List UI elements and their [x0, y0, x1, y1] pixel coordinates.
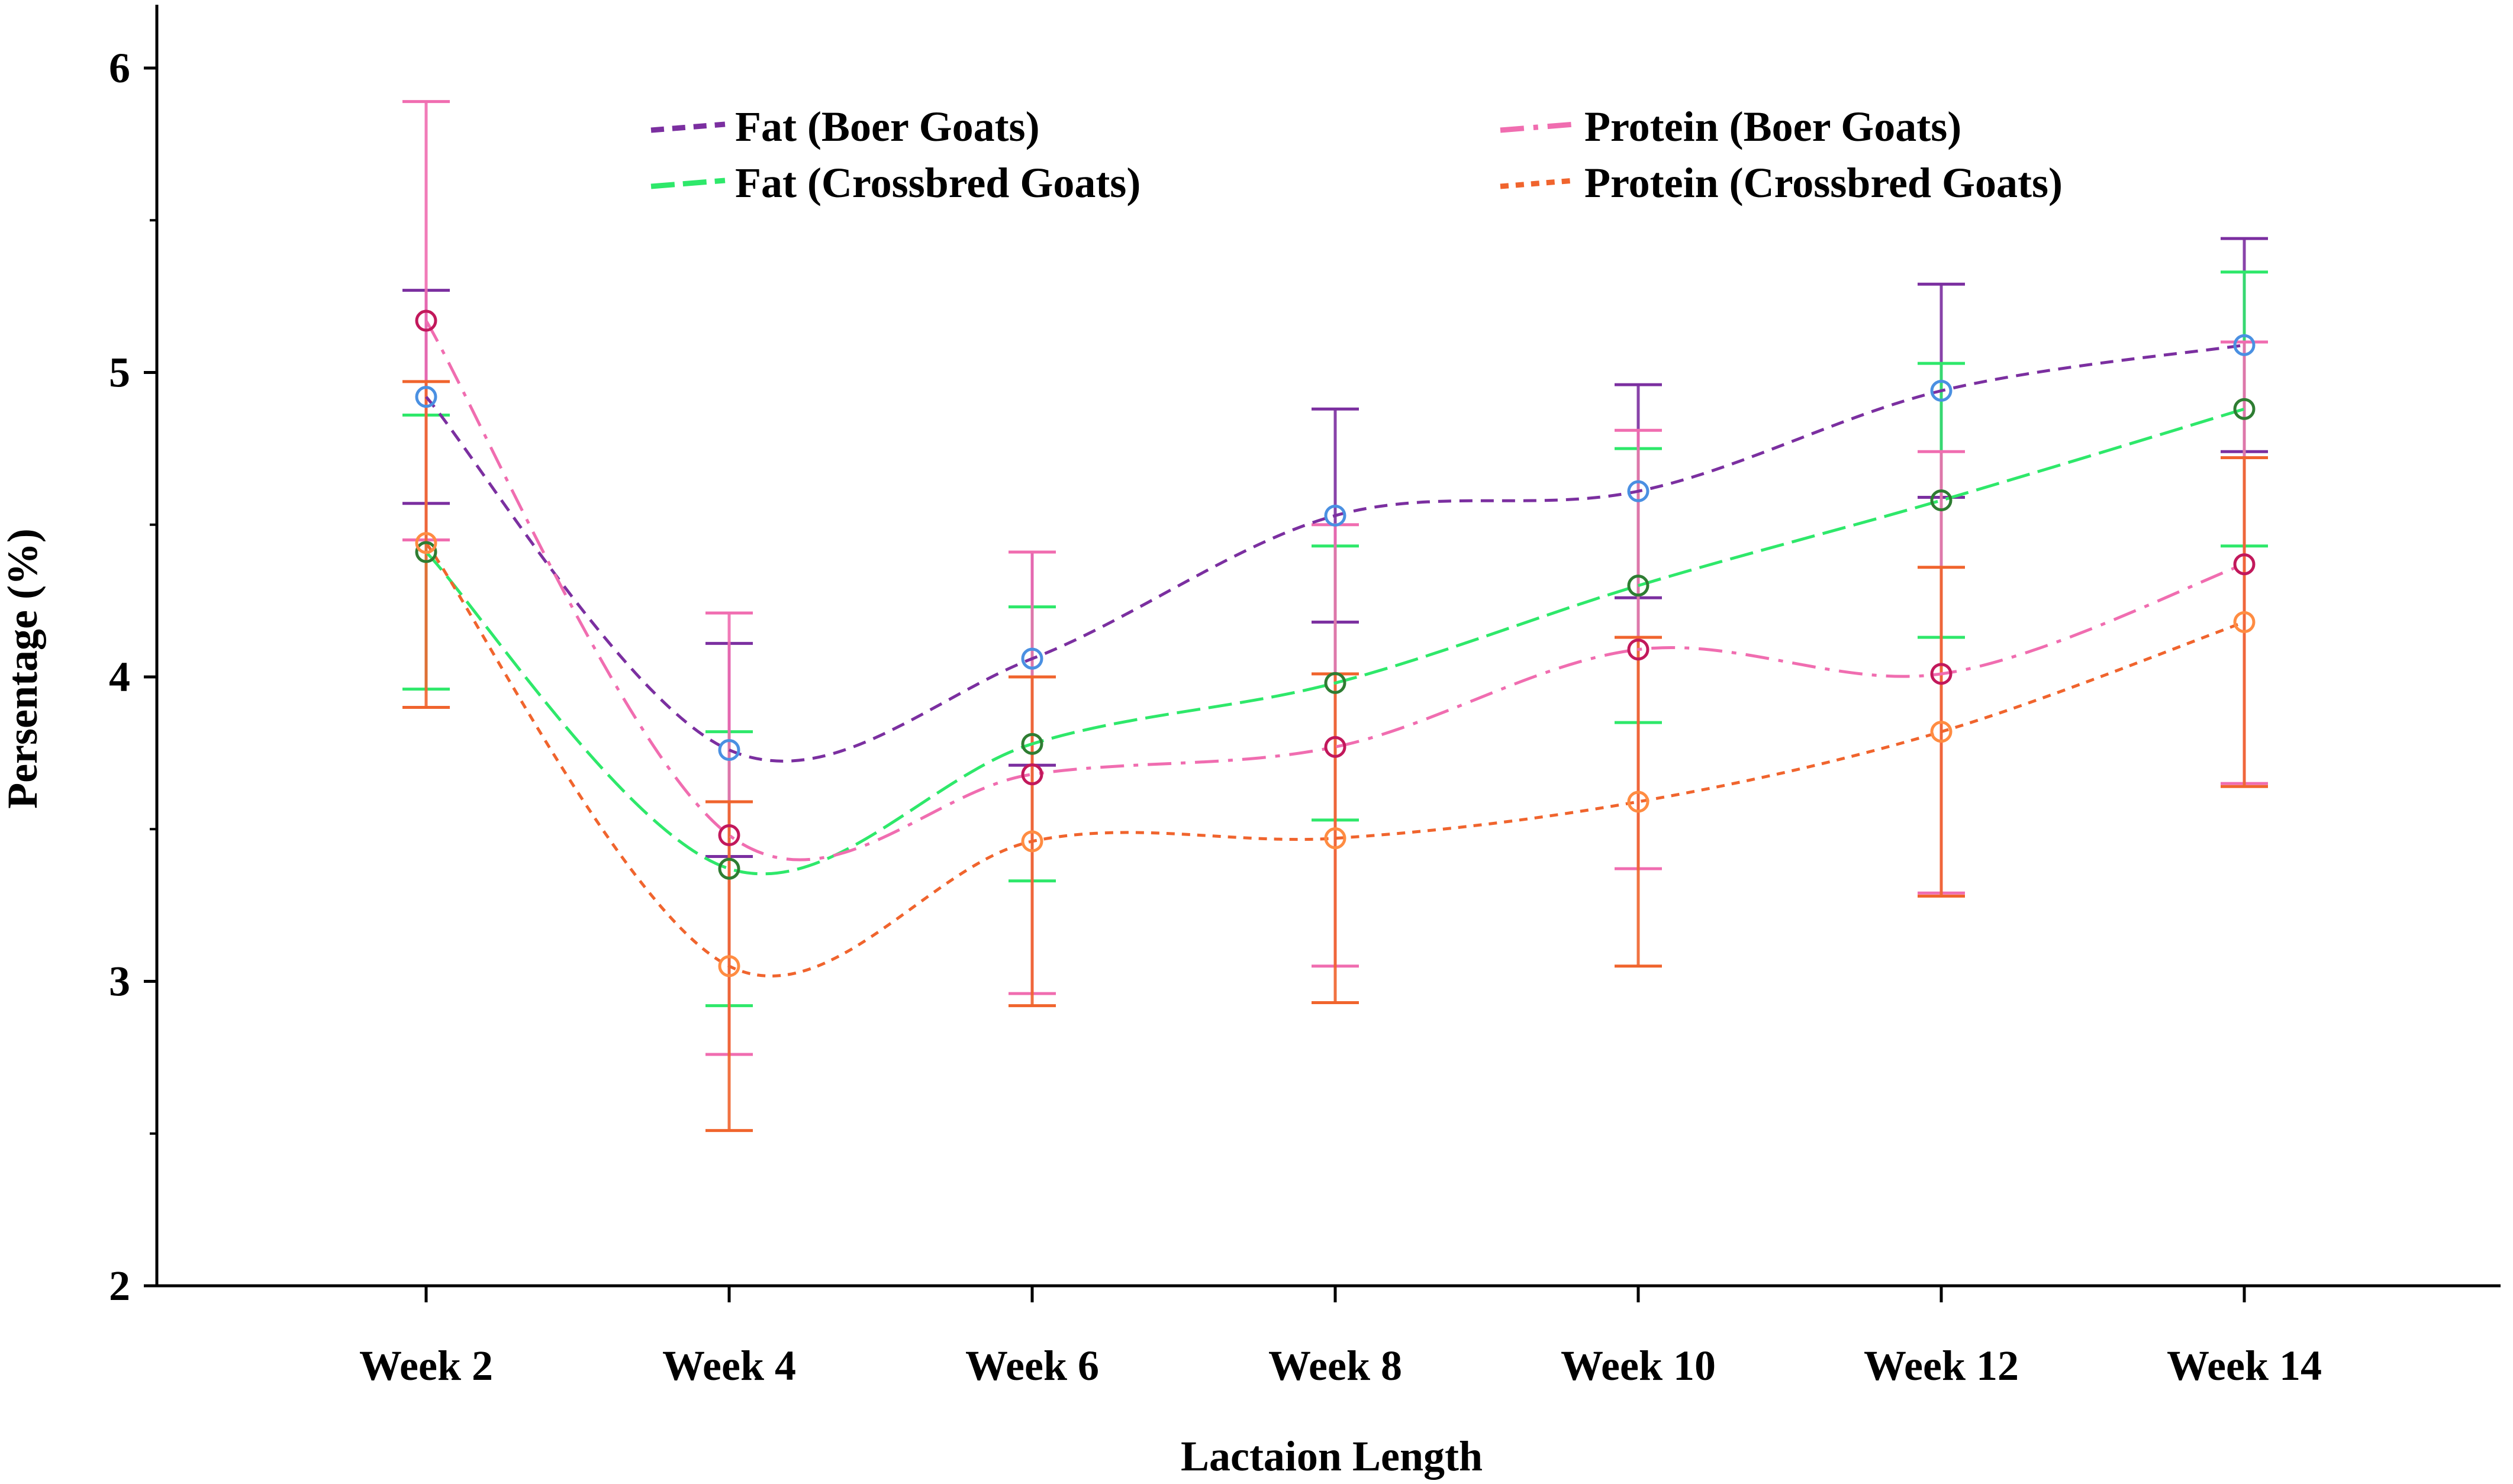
x-tick-label: Week 14	[2167, 1342, 2322, 1389]
y-tick-label: 3	[109, 958, 130, 1005]
data-point	[1627, 638, 1649, 661]
data-point	[718, 824, 740, 847]
data-point	[1324, 827, 1346, 850]
legend-item-2: Protein (Boer Goats)	[1500, 103, 1961, 150]
series-layer	[402, 100, 2268, 1133]
y-tick-label: 6	[109, 44, 130, 92]
data-point	[1324, 735, 1346, 758]
data-point	[1324, 504, 1346, 527]
legend-item-3: Protein (Crossbred Goats)	[1500, 159, 2063, 207]
series-line-1	[425, 407, 2245, 876]
data-point	[1930, 721, 1953, 743]
data-point	[1930, 489, 1953, 512]
x-tick-label: Week 4	[662, 1342, 796, 1389]
y-tick-label: 2	[109, 1262, 130, 1309]
x-axis-ticks: Week 2 Week 4 Week 6 Week 8 Week 10 Week 12 We…	[359, 1286, 2322, 1389]
legend-label: Fat (Boer Goats)	[735, 103, 1040, 150]
data-point	[1930, 379, 1953, 402]
data-point	[718, 738, 740, 761]
data-point	[415, 532, 437, 554]
data-point	[415, 309, 437, 332]
markers-0	[415, 334, 2256, 761]
markers-3	[415, 532, 2256, 977]
data-point	[718, 857, 740, 880]
data-point	[2233, 398, 2256, 420]
x-tick-label: Week 6	[965, 1342, 1099, 1389]
x-tick-label: Week 10	[1561, 1342, 1716, 1389]
data-point	[1627, 791, 1649, 813]
legend-label: Fat (Crossbred Goats)	[735, 159, 1140, 207]
legend-swatch	[650, 121, 726, 133]
x-tick-label: Week 2	[359, 1342, 493, 1389]
y-tick-label: 5	[109, 349, 130, 396]
chart-axes	[155, 5, 2501, 1288]
markers-1	[415, 398, 2256, 880]
data-point	[415, 386, 437, 408]
legend-label: Protein (Crossbred Goats)	[1584, 159, 2063, 207]
data-point	[415, 541, 437, 563]
data-point	[1021, 733, 1043, 755]
data-point	[2233, 611, 2256, 633]
legend-swatch	[1500, 178, 1575, 189]
legend-item-0: Fat (Boer Goats)	[650, 103, 1040, 150]
data-point	[1021, 763, 1043, 786]
data-point	[1627, 575, 1649, 597]
x-tick-label: Week 12	[1864, 1342, 2019, 1389]
data-point	[1324, 672, 1346, 694]
y-axis-ticks: 2 3 4 5 6	[109, 44, 157, 1309]
data-point	[1021, 830, 1043, 853]
x-tick-label: Week 8	[1268, 1342, 1402, 1389]
y-axis-title: Persentage (%)	[0, 528, 46, 809]
y-tick-label: 4	[109, 653, 130, 701]
data-point	[1627, 480, 1649, 502]
data-point	[2233, 553, 2256, 576]
legend-label: Protein (Boer Goats)	[1584, 103, 1961, 150]
markers-2	[415, 309, 2256, 847]
series-line-3	[424, 542, 2245, 977]
data-point	[1930, 663, 1953, 685]
legend-swatch	[1500, 121, 1575, 133]
data-point	[718, 955, 740, 977]
data-point	[1021, 647, 1043, 670]
data-point	[2233, 334, 2256, 356]
legend: Fat (Boer Goats) Fat (Crossbred Goats) Pro…	[650, 103, 2063, 207]
x-axis-title: Lactaion Length	[1181, 1433, 1483, 1480]
legend-swatch	[650, 178, 726, 189]
legend-item-1: Fat (Crossbred Goats)	[650, 159, 1140, 207]
